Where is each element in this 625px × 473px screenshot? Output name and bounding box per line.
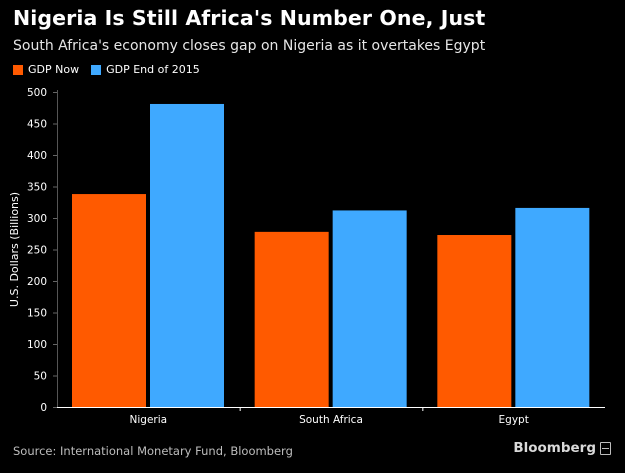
legend-label-gdp-now: GDP Now <box>28 63 80 76</box>
y-tick-label: 500 <box>27 87 47 99</box>
bar-nigeria-gdp-2015 <box>150 103 224 407</box>
x-tick-label: Egypt <box>499 414 529 426</box>
bar-egypt-gdp-2015 <box>515 207 590 407</box>
bar-egypt-gdp-now <box>437 235 512 407</box>
y-tick-label: 300 <box>27 213 47 225</box>
x-tick-label: Nigeria <box>130 414 168 426</box>
y-tick-label: 100 <box>27 339 47 351</box>
bloomberg-mark-icon <box>600 441 611 455</box>
y-axis-label: U.S. Dollars (Billions) <box>8 192 21 307</box>
y-tick-label: 450 <box>27 119 47 131</box>
y-tick-label: 50 <box>34 371 47 383</box>
legend-item-gdp-now: GDP Now <box>13 63 79 76</box>
y-tick-label: 400 <box>27 150 47 162</box>
bars <box>72 103 590 407</box>
legend-label-gdp-2015: GDP End of 2015 <box>106 63 200 76</box>
legend: GDP Now GDP End of 2015 <box>13 63 212 76</box>
legend-swatch-gdp-2015 <box>91 64 102 75</box>
y-tick-label: 250 <box>27 245 47 257</box>
y-tick-label: 0 <box>40 402 47 414</box>
x-axis-ticks: Nigeria South Africa Egypt <box>130 407 529 426</box>
bar-nigeria-gdp-now <box>72 194 146 407</box>
bar-south-africa-gdp-2015 <box>332 210 407 407</box>
y-tick-label: 350 <box>27 182 47 194</box>
x-tick-label: South Africa <box>299 414 363 426</box>
chart-title: Nigeria Is Still Africa's Number One, Ju… <box>13 6 486 30</box>
y-tick-label: 200 <box>27 276 47 288</box>
legend-item-gdp-2015: GDP End of 2015 <box>91 63 200 76</box>
legend-swatch-gdp-now <box>13 64 23 75</box>
y-axis-ticks: 0 50 100 150 200 250 300 350 400 450 500 <box>27 87 57 414</box>
source-note: Source: International Monetary Fund, Blo… <box>13 444 293 458</box>
bloomberg-logo: Bloomberg <box>513 440 611 456</box>
bar-south-africa-gdp-now <box>254 231 329 407</box>
logo-text: Bloomberg <box>513 440 596 456</box>
y-tick-label: 150 <box>27 308 47 320</box>
chart-subtitle: South Africa's economy closes gap on Nig… <box>13 38 486 54</box>
